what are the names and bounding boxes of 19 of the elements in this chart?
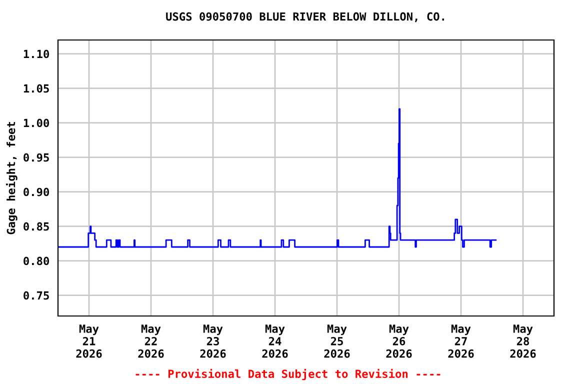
- x-tick-label: May 21 2026: [76, 324, 102, 358]
- y-tick-label: 0.80: [24, 256, 49, 266]
- y-tick-label: 0.85: [24, 222, 49, 231]
- y-tick-label: 0.75: [24, 291, 49, 300]
- y-tick-label: 1.00: [24, 118, 49, 128]
- x-tick-label: May 28 2026: [510, 324, 536, 358]
- chart-title: USGS 09050700 BLUE RIVER BELOW DILLON, CO.: [166, 12, 444, 22]
- y-tick-label: 1.05: [24, 84, 49, 93]
- y-tick-label: 1.10: [24, 50, 49, 58]
- x-tick-label: May 22 2026: [138, 324, 164, 358]
- y-axis-title: Gage height, feet: [6, 122, 18, 234]
- y-tick-label: 0.95: [24, 153, 49, 162]
- y-tick-label: 0.90: [24, 188, 49, 196]
- x-tick-label: May 26 2026: [386, 324, 412, 358]
- text: ---- Provisional Data Subject to Revision ----: [136, 368, 440, 380]
- x-tick-label: May 27 2026: [448, 324, 474, 358]
- x-tick-label: May 23 2026: [200, 324, 226, 358]
- x-tick-label: May 24 2026: [262, 324, 288, 358]
- x-tick-label: May 25 2026: [324, 324, 350, 358]
